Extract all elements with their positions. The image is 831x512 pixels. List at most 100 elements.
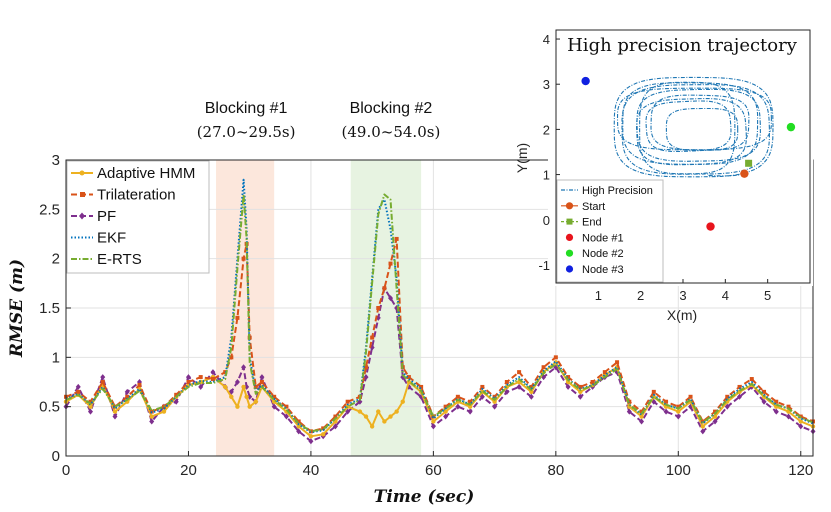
data-point-2-16 [241, 364, 247, 371]
data-point-0-32 [382, 419, 387, 424]
blocking-labels: Blocking #1 (27.0~29.5s) Blocking #2 (49.0~… [197, 100, 441, 141]
data-point-0-68 [798, 419, 803, 424]
data-point-2-60 [700, 428, 706, 435]
data-point-0-18 [247, 404, 252, 409]
inset-x-tick-label-4: 5 [764, 288, 771, 303]
data-point-1-63 [737, 384, 742, 389]
data-point-2-15 [234, 379, 240, 385]
legend-label-1: Trilateration [97, 187, 176, 204]
legend-item-3: EKF [71, 230, 126, 247]
data-point-0-34 [394, 409, 399, 414]
data-point-2-10 [185, 374, 191, 381]
data-point-2-33 [388, 295, 394, 302]
main-x-ticks: 0 20 40 60 80 100 120 [62, 451, 813, 479]
data-point-1-59 [688, 394, 693, 399]
data-point-1-39 [443, 404, 448, 409]
inset-legend-item-0: High Precision [561, 185, 653, 197]
y-tick-label-0: 0 [52, 448, 60, 465]
legend-label-2: PF [97, 208, 116, 225]
data-point-2-43 [492, 403, 498, 410]
data-point-1-40 [455, 394, 460, 399]
inset-legend-item-2: End [561, 217, 602, 229]
data-point-0-38 [431, 419, 436, 424]
y-tick-label-5: 2.5 [39, 201, 60, 218]
data-point-1-20 [259, 380, 264, 384]
data-point-2-55 [639, 418, 645, 425]
inset-y-tick-label-5: 4 [543, 32, 550, 47]
inset-title: High precision trajectory [567, 35, 798, 56]
inset-y-tick-label-3: 2 [543, 122, 550, 137]
y-tick-label-3: 1.5 [39, 300, 60, 317]
data-point-2-22 [283, 413, 289, 420]
data-point-1-37 [419, 384, 424, 389]
data-point-1-1 [76, 389, 81, 394]
data-point-0-17 [244, 394, 249, 399]
data-point-1-9 [174, 392, 179, 397]
data-point-1-36 [406, 375, 411, 380]
inset-legend-item-3: Node #1 [565, 232, 624, 244]
inset-legend-label-2: End [582, 217, 602, 229]
data-point-0-24 [308, 434, 314, 439]
data-point-1-15 [235, 315, 240, 320]
data-point-1-26 [333, 414, 338, 419]
data-point-0-46 [529, 389, 534, 395]
series-line-3 [65, 178, 814, 434]
x-tick-label-0: 0 [62, 462, 70, 479]
data-point-1-65 [762, 389, 767, 394]
y-tick-label-6: 3 [52, 152, 60, 169]
legend-label-0: Adaptive HMM [97, 165, 195, 182]
data-point-1-41 [468, 399, 473, 404]
inset-legend: High Precision Start End Node #1 Node #2 Node… [556, 179, 664, 283]
data-point-0-41 [467, 404, 473, 409]
inset-x-tick-label-0: 1 [595, 288, 602, 303]
data-point-0-55 [639, 414, 644, 419]
series-ekf [65, 178, 814, 434]
blocking-range-1: (27.0~29.5s) [197, 123, 296, 141]
data-point-2-1 [75, 383, 81, 390]
data-point-1-6 [137, 382, 142, 387]
trajectory-loop-5 [650, 94, 750, 151]
data-point-2-18 [247, 393, 253, 400]
data-point-0-23 [296, 424, 301, 429]
data-point-0-19 [253, 399, 259, 404]
data-point-0-61 [712, 414, 718, 419]
data-point-0-62 [725, 399, 730, 404]
data-point-0-4 [112, 409, 118, 414]
data-point-1-8 [161, 404, 166, 409]
data-point-1-23 [296, 419, 301, 424]
main-legend: Adaptive HMM Trilateration PF EKF E-RTS [66, 160, 210, 274]
data-point-0-31 [376, 409, 381, 414]
series-line-0 [65, 361, 814, 438]
data-point-1-31 [376, 306, 381, 310]
blocking-title-1: Blocking #1 [205, 100, 288, 117]
data-point-0-25 [320, 432, 326, 437]
inset-y-tick-label-1: 0 [543, 213, 550, 228]
data-point-2-54 [626, 408, 632, 415]
data-point-2-3 [100, 374, 106, 381]
data-point-2-39 [443, 413, 449, 420]
data-point-1-10 [186, 380, 191, 384]
inset-legend-marker-5 [565, 265, 574, 273]
y-tick-label-1: 0.5 [39, 399, 60, 416]
data-point-0-29 [363, 414, 369, 419]
data-point-1-45 [517, 370, 522, 375]
legend-item-2: PF [71, 208, 116, 225]
data-point-2-27 [345, 408, 351, 415]
data-point-1-11 [198, 375, 203, 380]
data-point-0-7 [149, 414, 154, 419]
x-tick-label-2: 40 [303, 462, 320, 479]
data-point-2-11 [198, 383, 204, 390]
data-point-1-25 [321, 426, 326, 431]
data-point-0-16 [241, 384, 246, 390]
inset-legend-marker-3 [565, 233, 574, 241]
point-end [745, 159, 753, 167]
data-point-1-53 [615, 360, 620, 365]
data-point-2-44 [504, 388, 510, 395]
data-point-1-2 [88, 399, 93, 404]
legend-label-3: EKF [97, 230, 126, 247]
data-point-1-16 [241, 256, 246, 261]
data-point-2-12 [210, 369, 216, 376]
main-series-group [63, 178, 816, 445]
inset-y-tick-label-0: -1 [538, 258, 550, 273]
inset-x-tick-label-2: 3 [679, 288, 686, 303]
